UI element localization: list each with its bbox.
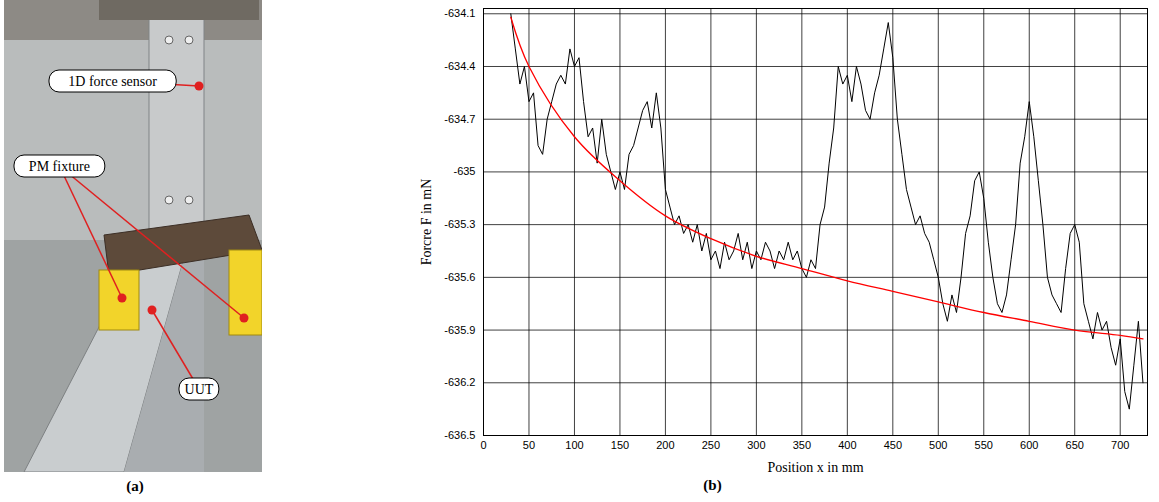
svg-text:-636.5: -636.5 <box>444 429 475 441</box>
svg-text:150: 150 <box>611 439 629 451</box>
svg-text:PM fixture: PM fixture <box>29 159 90 174</box>
svg-text:250: 250 <box>702 439 720 451</box>
svg-text:400: 400 <box>838 439 856 451</box>
svg-text:0: 0 <box>480 439 486 451</box>
svg-text:-634.7: -634.7 <box>444 113 475 125</box>
svg-text:50: 50 <box>523 439 535 451</box>
html-text:(a): (a) <box>126 478 144 494</box>
svg-text:-635.3: -635.3 <box>444 218 475 230</box>
svg-text:300: 300 <box>747 439 765 451</box>
svg-text:Forcre F in mN: Forcre F in mN <box>419 179 434 266</box>
svg-text:200: 200 <box>656 439 674 451</box>
svg-text:650: 650 <box>1066 439 1084 451</box>
svg-text:-635.9: -635.9 <box>444 324 475 336</box>
svg-text:UUT: UUT <box>185 382 214 397</box>
html-text:(b): (b) <box>703 477 722 493</box>
svg-text:-635: -635 <box>453 165 475 177</box>
svg-text:-634.4: -634.4 <box>444 60 475 72</box>
svg-text:600: 600 <box>1020 439 1038 451</box>
svg-text:-636.2: -636.2 <box>444 376 475 388</box>
svg-text:500: 500 <box>929 439 947 451</box>
svg-text:700: 700 <box>1111 439 1129 451</box>
svg-text:550: 550 <box>975 439 993 451</box>
svg-text:1D force sensor: 1D force sensor <box>68 74 157 89</box>
svg-text:-635.6: -635.6 <box>444 271 475 283</box>
svg-text:100: 100 <box>565 439 583 451</box>
svg-text:350: 350 <box>793 439 811 451</box>
svg-text:450: 450 <box>884 439 902 451</box>
svg-text:-634.1: -634.1 <box>444 7 475 19</box>
svg-text:Position x in mm: Position x in mm <box>767 460 863 475</box>
